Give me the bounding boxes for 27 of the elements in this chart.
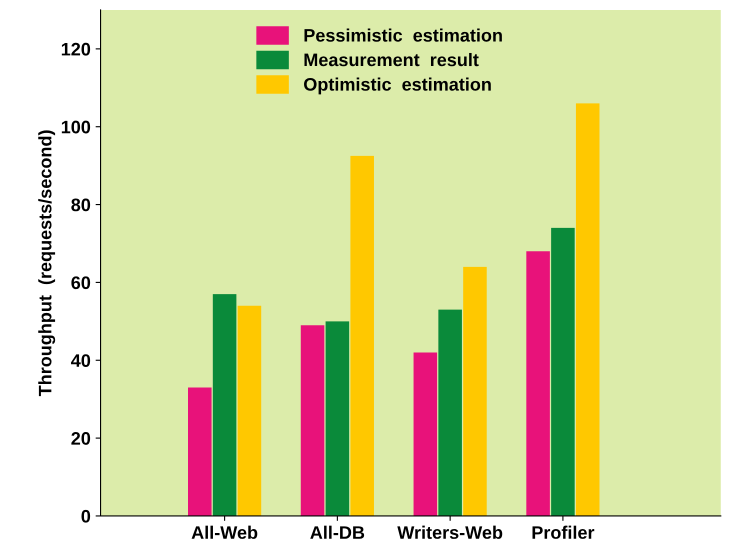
x-tick-label: Writers-Web <box>397 526 502 539</box>
y-tick-label: 0 <box>82 510 90 523</box>
legend-label: Optimistic estimation <box>304 77 491 94</box>
bar <box>463 266 487 516</box>
bar <box>300 325 324 516</box>
y-axis-title: Throughput (requests/second) <box>38 130 56 396</box>
bar <box>212 294 236 516</box>
legend-label: Pessimistic estimation <box>304 28 502 42</box>
bar <box>576 103 600 516</box>
bar <box>551 228 575 516</box>
bar <box>238 306 262 516</box>
x-tick-label: All-DB <box>310 526 364 539</box>
bar <box>188 388 212 516</box>
y-tick-label: 100 <box>62 120 90 134</box>
y-tick-label: 120 <box>62 42 90 56</box>
y-tick-label: 80 <box>71 198 90 212</box>
legend-label: Measurement result <box>304 52 479 66</box>
bar <box>414 352 438 516</box>
y-tick-label: 20 <box>71 432 90 445</box>
bar <box>326 321 350 516</box>
y-tick-label: 60 <box>71 276 90 290</box>
bar <box>350 156 374 516</box>
bar <box>438 310 462 516</box>
x-tick-label: All-Web <box>192 526 258 539</box>
x-tick-label: Profiler <box>532 526 594 539</box>
y-tick-label: 40 <box>71 354 90 367</box>
bar <box>526 251 550 516</box>
